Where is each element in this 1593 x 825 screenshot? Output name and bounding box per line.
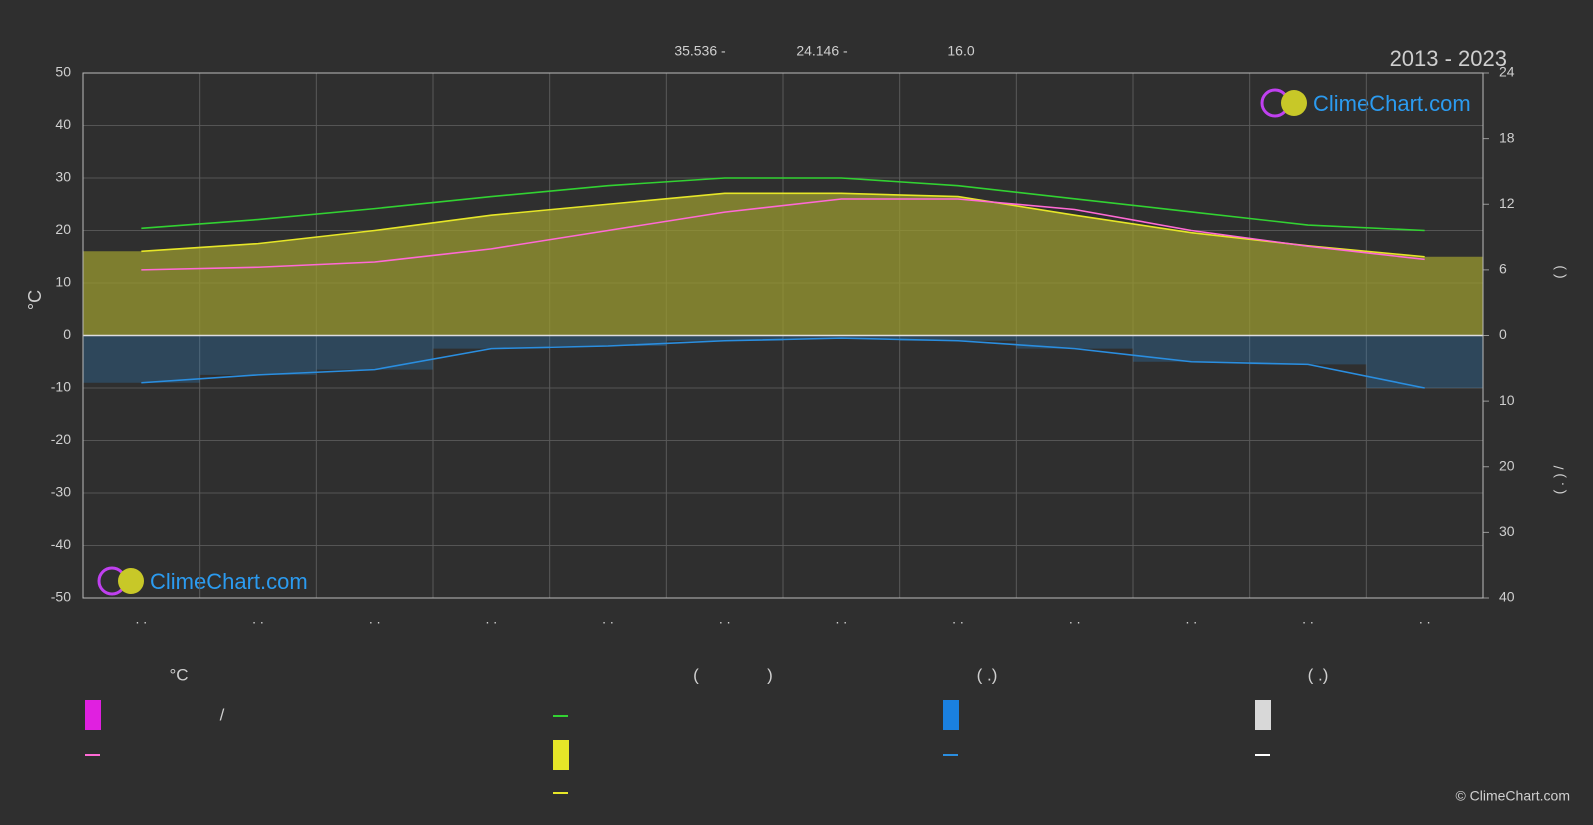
x-tick-label: . . [719,611,731,627]
legend-swatch [943,700,959,730]
copyright: © ClimeChart.com [1455,788,1570,804]
x-tick-label: . . [135,611,147,627]
y-tick-label: 0 [63,326,71,342]
x-tick-label: . . [485,611,497,627]
y-tick-label: 10 [55,274,71,290]
legend-swatch [85,700,101,730]
y2-tick-label: 0 [1499,326,1507,342]
x-tick-label: . . [1185,611,1197,627]
legend-heading: ( [693,665,699,684]
x-tick-label: . . [835,611,847,627]
line [141,198,1425,271]
y2-tick-label: 18 [1499,129,1515,145]
bar [1249,335,1367,365]
y-tick-label: -20 [51,431,71,447]
plot-border [82,72,1484,599]
legend-heading: °C [169,665,188,684]
y-tick-label: 50 [55,64,71,80]
y3-tick-label: 20 [1499,457,1515,473]
header-text: 16.0 [947,43,974,59]
header-text: 35.536 - [674,43,726,59]
legend-swatch [1255,700,1271,730]
x-tick-label: . . [602,611,614,627]
x-tick-label: . . [1302,611,1314,627]
bar [1016,335,1133,349]
bar [899,335,1017,341]
logo: ClimeChart.com [97,566,308,596]
line [141,177,1425,232]
plot-area: -50 -40 -30 -20 -10 0 10 20 30 40 50 0 6 12 18 24 10 20 30… [51,64,1515,627]
y3-tick-label: 30 [1499,523,1515,539]
legend-heading: ( .) [977,665,998,684]
x-tick-label: . . [1069,611,1081,627]
y2-tick-label: 12 [1499,195,1515,211]
bar [1366,335,1483,388]
y-tick-label: -40 [51,536,71,552]
legend-text: / [220,705,225,724]
logo: ClimeChart.com [1260,88,1471,118]
y2-tick-label: 24 [1499,64,1515,80]
legend-heading: ) [767,665,773,684]
legend-swatch [553,740,569,770]
bar [549,335,667,346]
y3-tick-label: 40 [1499,589,1515,605]
x-tick-label: . . [952,611,964,627]
y-tick-label: -50 [51,589,71,605]
bar [783,335,900,339]
watermark: ClimeChart.com [1313,91,1471,116]
y-tick-label: -30 [51,484,71,500]
y-axis-label: °C [25,290,45,310]
x-tick-label: . . [369,611,381,627]
bar [433,335,550,349]
x-tick-label: . . [1419,611,1431,627]
watermark: ClimeChart.com [150,569,308,594]
y-tick-label: 40 [55,116,71,132]
y2-axis-label: ( ) [1551,265,1567,278]
legend-heading: ( .) [1308,665,1329,684]
bar [316,335,433,370]
area [83,193,1483,336]
x-tick-label: . . [252,611,264,627]
y2-tick-label: 6 [1499,261,1507,277]
bar [83,335,200,383]
y-tick-label: 20 [55,221,71,237]
line [141,192,1425,258]
line [141,337,1425,389]
bar [666,335,783,341]
y-tick-label: 30 [55,169,71,185]
y-tick-label: -10 [51,379,71,395]
y3-axis-label: ( . ) / [1551,466,1567,495]
bar [199,335,317,375]
chart-title: 2013 - 2023 [1390,46,1507,71]
header-text: 24.146 - [796,43,848,59]
y3-tick-label: 10 [1499,392,1515,408]
